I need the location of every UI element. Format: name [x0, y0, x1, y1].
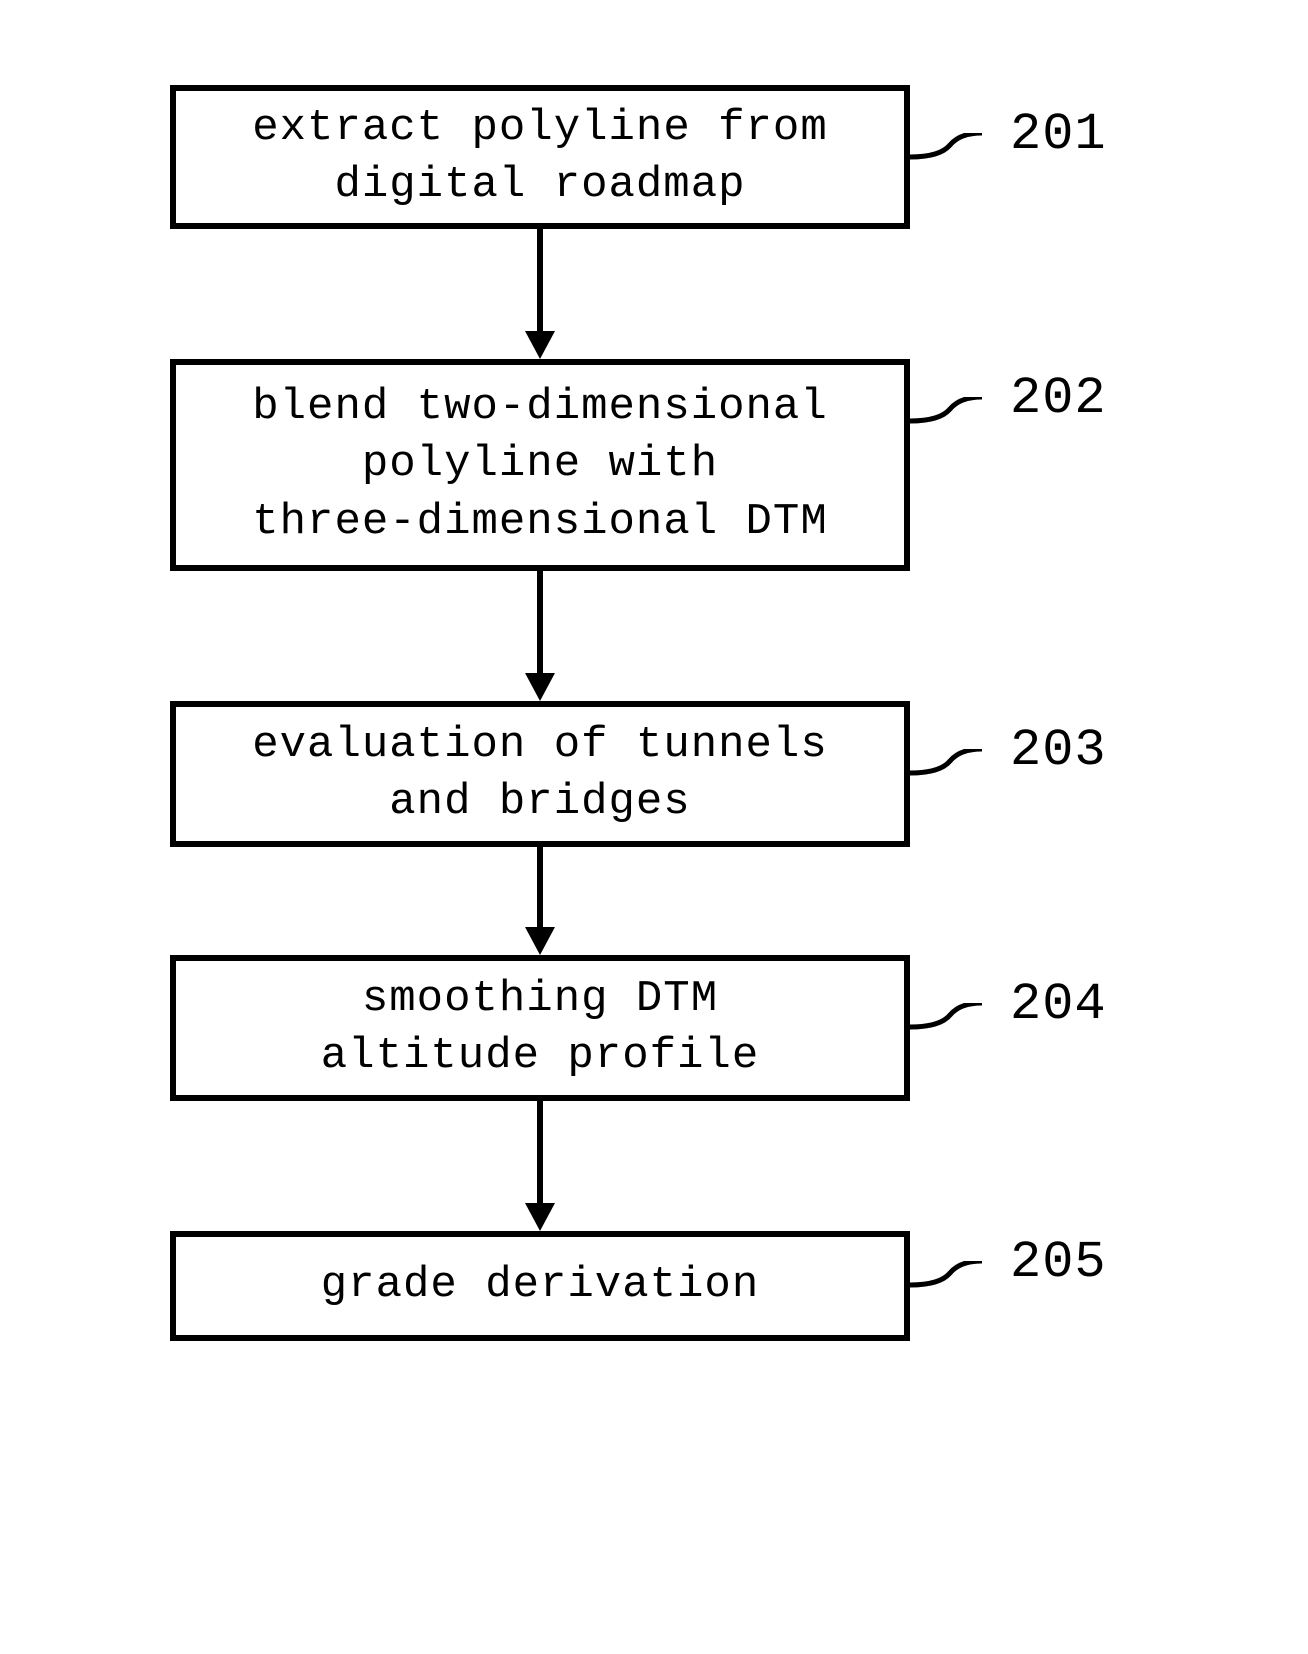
step-text-202: blend two-dimensional polyline with thre…: [252, 379, 828, 551]
label-connector-205: [910, 1261, 990, 1311]
arrow-201-202: [170, 229, 910, 359]
step-text-203: evaluation of tunnels and bridges: [252, 717, 828, 831]
step-203-line1: evaluation of tunnels: [252, 720, 828, 770]
step-row-202: blend two-dimensional polyline with thre…: [160, 359, 1160, 571]
step-box-204: smoothing DTM altitude profile: [170, 955, 910, 1101]
step-201-line2: digital roadmap: [334, 160, 745, 210]
step-label-202: 202: [1010, 369, 1107, 428]
arrow-203-204: [170, 847, 910, 955]
step-202-line1: blend two-dimensional: [252, 382, 828, 432]
step-label-203: 203: [1010, 721, 1107, 780]
step-box-205: grade derivation: [170, 1231, 910, 1341]
arrow-202-203: [170, 571, 910, 701]
step-205-line1: grade derivation: [321, 1260, 759, 1310]
label-connector-203: [910, 749, 990, 799]
step-text-204: smoothing DTM altitude profile: [321, 971, 759, 1085]
flowchart-container: extract polyline from digital roadmap 20…: [160, 85, 1160, 1341]
step-text-201: extract polyline from digital roadmap: [252, 100, 828, 214]
step-204-line1: smoothing DTM: [362, 974, 718, 1024]
step-202-line2: polyline with: [362, 439, 718, 489]
step-label-204: 204: [1010, 975, 1107, 1034]
step-204-line2: altitude profile: [321, 1031, 759, 1081]
step-box-203: evaluation of tunnels and bridges: [170, 701, 910, 847]
step-box-201: extract polyline from digital roadmap: [170, 85, 910, 229]
label-connector-204: [910, 1003, 990, 1053]
step-label-201: 201: [1010, 105, 1107, 164]
step-row-203: evaluation of tunnels and bridges 203: [160, 701, 1160, 847]
step-202-line3: three-dimensional DTM: [252, 497, 828, 547]
step-box-202: blend two-dimensional polyline with thre…: [170, 359, 910, 571]
step-text-205: grade derivation: [321, 1257, 759, 1314]
step-row-201: extract polyline from digital roadmap 20…: [160, 85, 1160, 229]
arrow-204-205: [170, 1101, 910, 1231]
step-201-line1: extract polyline from: [252, 103, 828, 153]
label-connector-201: [910, 133, 990, 183]
label-connector-202: [910, 397, 990, 447]
step-row-204: smoothing DTM altitude profile 204: [160, 955, 1160, 1101]
step-row-205: grade derivation 205: [160, 1231, 1160, 1341]
step-label-205: 205: [1010, 1233, 1107, 1292]
step-203-line2: and bridges: [389, 777, 690, 827]
